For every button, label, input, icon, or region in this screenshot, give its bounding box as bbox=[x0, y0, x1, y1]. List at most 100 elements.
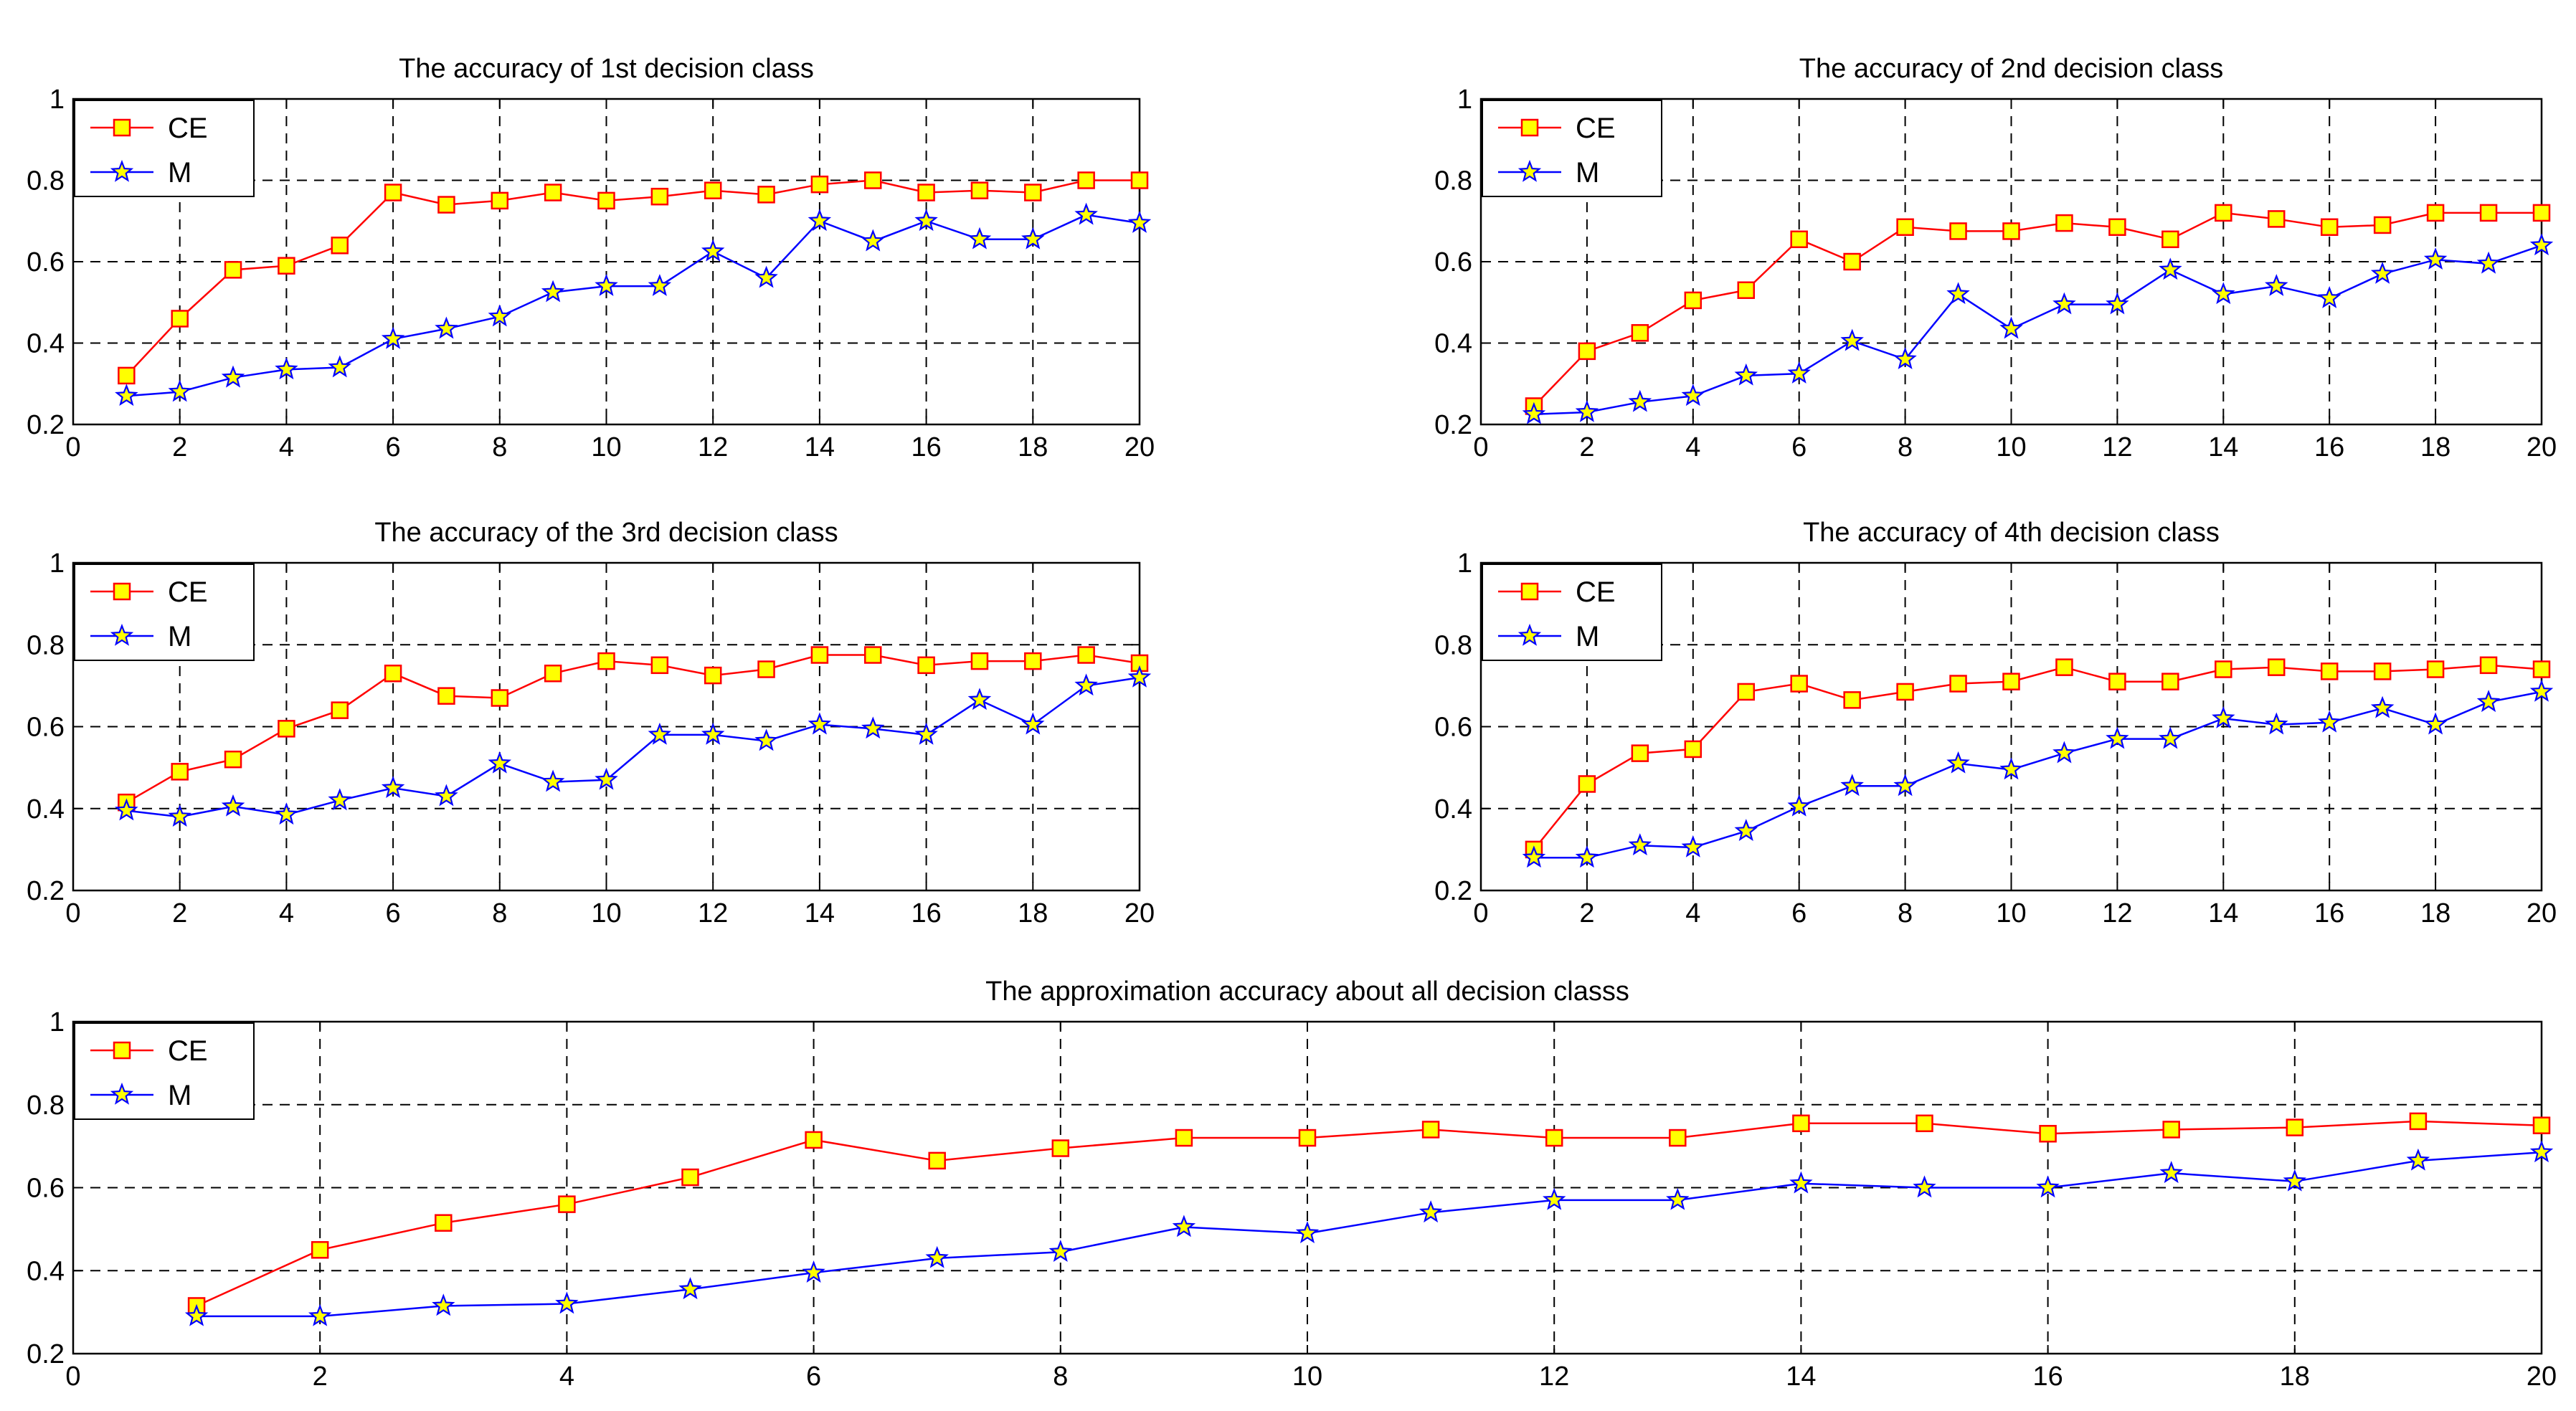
data-point-ce bbox=[810, 646, 829, 664]
data-point-ce bbox=[1916, 1114, 1933, 1133]
data-point-ce bbox=[1790, 230, 1808, 249]
series-line-m bbox=[196, 1151, 2542, 1318]
data-point-m bbox=[1789, 1171, 1813, 1194]
data-point-m bbox=[381, 326, 405, 349]
x-tick-label: 12 bbox=[2102, 898, 2132, 928]
data-point-ce bbox=[810, 175, 829, 194]
data-point-ce bbox=[384, 664, 402, 683]
data-point-ce bbox=[1631, 324, 1649, 342]
legend-box bbox=[74, 1022, 255, 1120]
data-point-m bbox=[2476, 690, 2501, 713]
data-point-ce bbox=[171, 763, 189, 781]
data-point-ce bbox=[2320, 662, 2339, 680]
y-tick-label: 1 bbox=[49, 548, 65, 579]
data-point-ce bbox=[1175, 1129, 1193, 1147]
data-point-ce bbox=[1631, 744, 1649, 762]
data-point-ce bbox=[278, 720, 295, 738]
data-point-ce bbox=[2161, 673, 2179, 690]
data-point-m bbox=[861, 229, 885, 252]
x-tick-label: 14 bbox=[1786, 1362, 1816, 1392]
legend-label-m: M bbox=[168, 157, 191, 189]
data-point-ce bbox=[2108, 218, 2126, 237]
series-line-ce bbox=[1533, 664, 2542, 850]
data-point-m bbox=[168, 804, 191, 827]
x-tick-label: 18 bbox=[2420, 432, 2450, 462]
data-point-m bbox=[184, 1303, 209, 1326]
data-point-ce bbox=[2532, 660, 2551, 678]
data-point-m bbox=[1681, 384, 1705, 407]
data-point-m bbox=[275, 357, 298, 380]
data-point-ce bbox=[1949, 675, 1967, 693]
data-point-m bbox=[1840, 328, 1864, 351]
x-tick-label: 6 bbox=[386, 898, 401, 928]
data-point-ce bbox=[118, 366, 136, 385]
data-point-ce bbox=[437, 196, 455, 214]
data-point-ce bbox=[2532, 204, 2551, 222]
y-tick-label: 0.2 bbox=[1434, 410, 1472, 440]
data-point-m bbox=[1628, 833, 1652, 855]
data-point-m bbox=[2106, 726, 2129, 749]
chart-2: The accuracy of 2nd decision class 0 2 4 6 8 1… bbox=[1434, 54, 2557, 462]
data-point-ce bbox=[928, 1151, 946, 1170]
data-point-m bbox=[648, 722, 672, 745]
data-point-ce bbox=[1843, 691, 1861, 709]
data-point-m bbox=[967, 227, 992, 250]
data-point-ce bbox=[1792, 1114, 1810, 1133]
data-point-m bbox=[1127, 211, 1152, 233]
x-tick-label: 20 bbox=[2527, 432, 2557, 462]
data-point-m bbox=[381, 776, 405, 798]
data-point-m bbox=[1172, 1215, 1196, 1237]
y-tick-label: 0.6 bbox=[1434, 247, 1472, 277]
legend-marker-ce bbox=[1520, 118, 1539, 137]
x-tick-label: 16 bbox=[911, 432, 941, 462]
x-tick-label: 20 bbox=[1124, 432, 1155, 462]
data-point-m bbox=[1681, 835, 1705, 857]
legend-marker-ce bbox=[113, 582, 131, 601]
data-point-ce bbox=[1051, 1139, 1070, 1157]
data-point-ce bbox=[1684, 740, 1703, 759]
legend-label-ce: CE bbox=[168, 576, 208, 608]
y-tick-label: 0.8 bbox=[1434, 630, 1472, 660]
data-point-ce bbox=[2409, 1112, 2428, 1131]
y-tick-label: 0.4 bbox=[27, 794, 65, 825]
data-point-m bbox=[914, 722, 938, 745]
data-point-m bbox=[221, 794, 245, 817]
data-point-m bbox=[967, 688, 992, 711]
data-point-m bbox=[328, 355, 352, 378]
data-point-m bbox=[1946, 751, 1970, 774]
data-point-ce bbox=[2373, 662, 2392, 680]
data-point-m bbox=[2264, 274, 2288, 296]
data-point-m bbox=[754, 265, 778, 288]
data-point-m bbox=[1295, 1221, 1320, 1243]
chart-5: The approximation accuracy about all dec… bbox=[27, 977, 2557, 1392]
data-point-m bbox=[328, 788, 352, 811]
data-point-ce bbox=[1298, 1129, 1317, 1147]
data-point-ce bbox=[2320, 218, 2339, 237]
data-point-ce bbox=[970, 181, 989, 199]
data-point-m bbox=[808, 209, 832, 232]
chart-1: The accuracy of 1st decision class 0 2 4 6 8 1… bbox=[27, 54, 1155, 462]
y-tick-label: 0.2 bbox=[27, 1339, 65, 1369]
x-tick-label: 12 bbox=[698, 432, 728, 462]
data-point-m bbox=[432, 1293, 455, 1316]
x-tick-label: 6 bbox=[386, 432, 401, 462]
data-point-m bbox=[2283, 1169, 2307, 1192]
y-tick-label: 1 bbox=[49, 85, 65, 115]
legend-box bbox=[74, 100, 255, 197]
data-point-m bbox=[861, 716, 885, 739]
x-tick-label: 14 bbox=[805, 898, 835, 928]
data-point-m bbox=[2159, 1161, 2183, 1184]
data-point-m bbox=[1999, 757, 2023, 780]
data-point-ce bbox=[2162, 1121, 2180, 1139]
data-point-m bbox=[1127, 665, 1152, 688]
data-point-m bbox=[1542, 1187, 1566, 1210]
data-point-ce bbox=[2268, 210, 2286, 228]
data-point-m bbox=[435, 784, 458, 807]
data-point-m bbox=[1734, 819, 1758, 841]
y-tick-label: 0.8 bbox=[27, 166, 65, 196]
data-point-m bbox=[701, 722, 725, 745]
data-point-ce bbox=[1684, 291, 1703, 310]
chart-3: The accuracy of the 3rd decision class 0 2… bbox=[27, 518, 1155, 928]
data-point-ce bbox=[311, 1241, 329, 1259]
x-tick-label: 6 bbox=[1791, 432, 1806, 462]
